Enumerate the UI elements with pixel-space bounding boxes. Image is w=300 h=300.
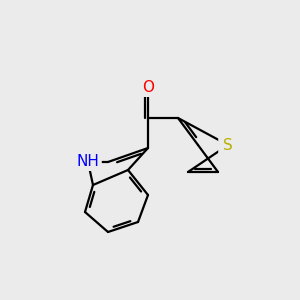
- FancyBboxPatch shape: [74, 153, 102, 171]
- Text: S: S: [223, 137, 233, 152]
- Text: NH: NH: [76, 154, 99, 169]
- FancyBboxPatch shape: [218, 136, 238, 154]
- Text: O: O: [142, 80, 154, 95]
- FancyBboxPatch shape: [138, 79, 158, 97]
